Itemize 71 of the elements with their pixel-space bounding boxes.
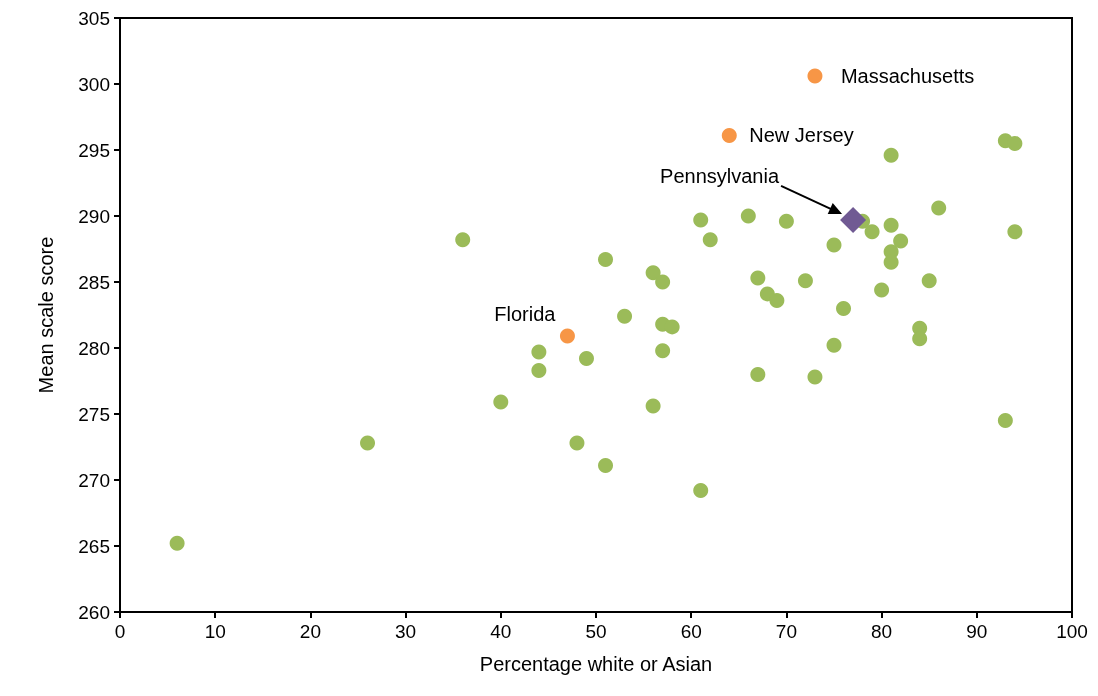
- x-tick-label: 20: [299, 621, 321, 642]
- point: [531, 344, 547, 360]
- annotation: Pennsylvania: [660, 164, 780, 187]
- y-tick-label: 290: [78, 205, 110, 227]
- y-tick-label: 275: [78, 403, 110, 425]
- point: [864, 224, 880, 240]
- point: [598, 457, 614, 473]
- x-tick-label: 10: [204, 621, 226, 642]
- point: [598, 252, 614, 268]
- annotation: Florida: [494, 303, 557, 326]
- y-tick-label: 270: [78, 469, 110, 491]
- point: [931, 200, 947, 216]
- point: [769, 292, 785, 308]
- point: [1007, 224, 1023, 240]
- point: [693, 212, 709, 228]
- point: [455, 232, 471, 248]
- point: [797, 273, 813, 289]
- point: [826, 337, 842, 353]
- point: [1007, 135, 1023, 151]
- point: [750, 270, 766, 286]
- point: [740, 208, 756, 224]
- y-tick-label: 300: [78, 73, 110, 95]
- y-axis-title: Mean scale score: [35, 236, 57, 394]
- point: [807, 369, 823, 385]
- annotation: Massachusetts: [840, 65, 975, 88]
- point: [778, 213, 794, 229]
- point: [559, 328, 575, 344]
- x-tick-label: 70: [775, 621, 797, 642]
- point: [921, 273, 937, 289]
- point: [836, 300, 852, 316]
- y-tick-label: 260: [78, 601, 110, 623]
- point: [750, 366, 766, 382]
- point: [807, 68, 823, 84]
- y-tick-label: 305: [78, 7, 110, 29]
- point: [883, 147, 899, 163]
- point: [617, 308, 633, 324]
- point: [169, 535, 185, 551]
- x-tick-label: 40: [490, 621, 512, 642]
- point: [883, 217, 899, 233]
- point: [893, 233, 909, 249]
- y-tick-label: 295: [78, 139, 110, 161]
- annotation: New Jersey: [749, 124, 854, 147]
- y-tick-label: 280: [78, 337, 110, 359]
- y-tick-label: 265: [78, 535, 110, 557]
- point: [826, 237, 842, 253]
- point: [579, 351, 594, 367]
- point: [655, 343, 671, 359]
- point: [912, 331, 928, 347]
- x-tick-label: 60: [680, 621, 702, 642]
- point: [493, 394, 509, 410]
- y-tick-label: 285: [78, 271, 110, 293]
- point: [531, 362, 547, 378]
- x-tick-label: 90: [966, 621, 988, 642]
- point: [569, 435, 585, 451]
- x-tick-label: 100: [1056, 621, 1088, 642]
- x-tick-label: 80: [871, 621, 893, 642]
- point: [693, 483, 709, 499]
- point: [874, 282, 890, 298]
- x-axis-title: Percentage white or Asian: [479, 653, 713, 675]
- point: [840, 206, 867, 233]
- point: [997, 413, 1013, 429]
- point: [702, 232, 718, 248]
- point: [721, 127, 737, 143]
- point: [655, 274, 671, 290]
- x-tick-label: 50: [585, 621, 607, 642]
- point: [645, 265, 661, 281]
- point: [645, 398, 661, 414]
- point: [360, 435, 376, 451]
- x-tick-label: 30: [395, 621, 417, 642]
- x-tick-label: 0: [114, 621, 126, 642]
- point: [664, 319, 680, 335]
